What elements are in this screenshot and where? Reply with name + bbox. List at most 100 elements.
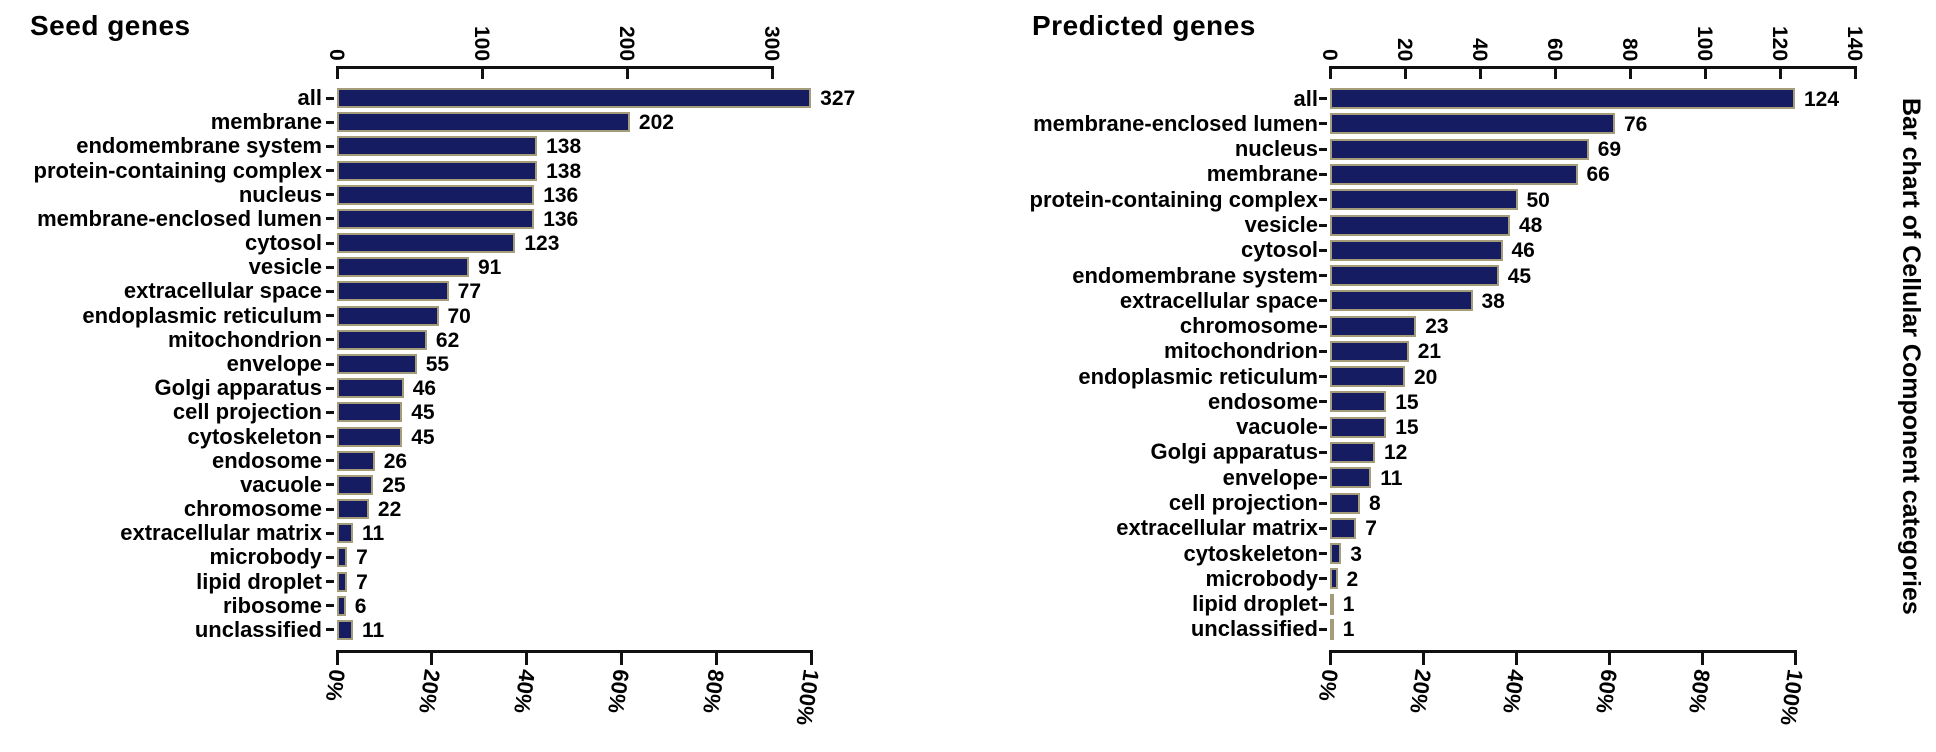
bar [1330, 568, 1338, 590]
bottom-axis-tick [1421, 650, 1425, 665]
category-label: cytoskeleton [1183, 540, 1319, 566]
category-tick [326, 217, 334, 221]
bar [1330, 138, 1589, 160]
bar [337, 136, 538, 157]
category-tick [1319, 172, 1327, 176]
category-label: Golgi apparatus [154, 375, 322, 401]
bottom-axis-tick [430, 650, 434, 665]
bar-value-label: 123 [524, 232, 560, 256]
bar-value-label: 50 [1526, 188, 1550, 212]
bottom-axis-tick [714, 650, 718, 665]
bar-value-label: 69 [1597, 138, 1622, 162]
bar-value-label: 46 [1511, 239, 1535, 263]
bar [337, 571, 348, 592]
bar-value-label: 1 [1342, 618, 1355, 642]
bar-value-label: 25 [382, 473, 406, 497]
top-axis-line [337, 66, 772, 69]
bar-value-label: 77 [457, 280, 481, 304]
bottom-axis-tick [1328, 650, 1332, 665]
category-label: extracellular matrix [120, 520, 322, 546]
bar-value-label: 70 [447, 304, 471, 328]
bar-value-label: 20 [1414, 365, 1438, 389]
category-tick [326, 314, 334, 318]
bottom-axis-tick-label: 40% [508, 667, 540, 715]
bottom-axis-tick-label: 40% [1498, 667, 1529, 715]
category-tick [326, 628, 334, 632]
bottom-axis-line [337, 650, 812, 653]
top-axis-tick-label: 80 [1618, 37, 1641, 61]
top-axis-tick-label: 0 [325, 49, 348, 61]
bar-value-label: 38 [1481, 289, 1505, 313]
bottom-axis-tick [1607, 650, 1611, 665]
bar [1330, 265, 1499, 287]
top-axis-tick-label: 40 [1468, 37, 1491, 61]
category-tick [326, 144, 334, 148]
category-tick [1319, 299, 1327, 303]
bar [337, 257, 469, 278]
category-tick [1319, 349, 1327, 353]
bottom-axis-tick-label: 100% [1775, 667, 1808, 728]
category-label: membrane-enclosed lumen [37, 205, 322, 231]
category-label: endoplasmic reticulum [1078, 363, 1318, 389]
category-label: lipid droplet [196, 568, 322, 594]
category-tick [326, 241, 334, 245]
category-label: all [1293, 85, 1318, 111]
bar [1330, 290, 1473, 312]
category-label: endoplasmic reticulum [82, 302, 322, 328]
category-label: extracellular matrix [1116, 515, 1318, 541]
top-axis-tick-label: 100 [1693, 25, 1716, 61]
bottom-axis-tick-label: 100% [791, 667, 825, 728]
bar [337, 450, 375, 471]
bar [337, 523, 353, 544]
category-tick [1319, 425, 1327, 429]
category-tick [1319, 122, 1327, 126]
bottom-axis-tick [809, 650, 813, 665]
bar-value-label: 76 [1624, 112, 1648, 136]
category-tick [1319, 375, 1327, 379]
category-label: protein-containing complex [1029, 186, 1318, 212]
bar-value-label: 45 [411, 425, 435, 449]
bar [337, 329, 427, 350]
bottom-axis-tick [619, 650, 623, 665]
bar-value-label: 45 [1507, 264, 1532, 288]
top-axis-tick [1853, 66, 1857, 79]
top-axis-tick [1628, 66, 1632, 79]
bar-value-label: 7 [1365, 517, 1377, 541]
bar-value-label: 55 [425, 353, 450, 376]
bar-value-label: 2 [1346, 567, 1359, 591]
bar [337, 426, 403, 447]
category-tick [1319, 97, 1327, 101]
bar [337, 547, 348, 568]
bar-value-label: 6 [354, 594, 367, 618]
category-tick [326, 289, 334, 293]
category-label: cytoskeleton [187, 423, 323, 449]
bar [1330, 214, 1510, 236]
top-axis-tick [1328, 66, 1332, 79]
category-tick [326, 459, 334, 463]
bar [1330, 416, 1387, 438]
bottom-axis-tick [335, 650, 339, 665]
category-label: Golgi apparatus [1150, 439, 1318, 465]
bar-value-label: 48 [1519, 214, 1543, 237]
bar [337, 233, 516, 254]
bottom-axis-tick [1700, 650, 1704, 665]
category-label: mitochondrion [1164, 338, 1318, 364]
top-axis-tick-label: 300 [760, 25, 783, 61]
bar-value-label: 66 [1586, 163, 1610, 187]
bar [1330, 467, 1372, 489]
category-label: nucleus [238, 181, 322, 207]
bottom-axis-tick-label: 20% [1405, 667, 1436, 715]
top-axis-tick [1778, 66, 1782, 79]
category-label: extracellular space [1119, 287, 1318, 313]
bar [337, 208, 535, 229]
bar-value-label: 8 [1369, 492, 1381, 515]
top-axis-tick [770, 66, 774, 79]
top-axis-tick [1478, 66, 1482, 79]
category-tick [1319, 627, 1327, 631]
category-tick [1319, 324, 1327, 328]
bottom-axis-tick-label: 60% [603, 667, 635, 715]
bar [337, 88, 812, 109]
category-label: microbody [1205, 565, 1318, 591]
bar [1330, 163, 1578, 185]
bar [337, 184, 535, 205]
